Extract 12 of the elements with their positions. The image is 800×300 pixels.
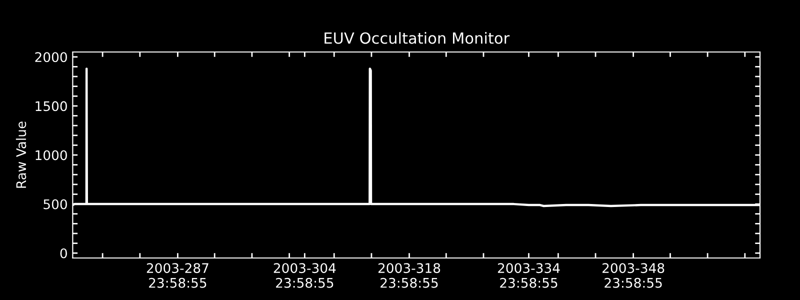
y-tick-label: 1500 bbox=[36, 101, 67, 112]
chart-title: EUV Occultation Monitor bbox=[324, 32, 510, 44]
x-tick-label: 2003-334 23:58:55 bbox=[498, 263, 560, 288]
y-tick-label: 0 bbox=[60, 248, 67, 258]
x-tick-label: 2003-318 23:58:55 bbox=[378, 263, 440, 288]
x-tick-label: 2003-348 23:58:55 bbox=[602, 263, 664, 288]
x-tick-label: 2003-287 23:58:55 bbox=[146, 263, 208, 288]
x-tick-label: 2003-304 23:58:55 bbox=[274, 263, 336, 288]
y-tick-label: 1000 bbox=[36, 150, 67, 160]
y-tick-label: 500 bbox=[44, 199, 67, 210]
y-tick-label: 2000 bbox=[35, 52, 67, 62]
y-axis-title: Raw Value bbox=[16, 122, 26, 188]
